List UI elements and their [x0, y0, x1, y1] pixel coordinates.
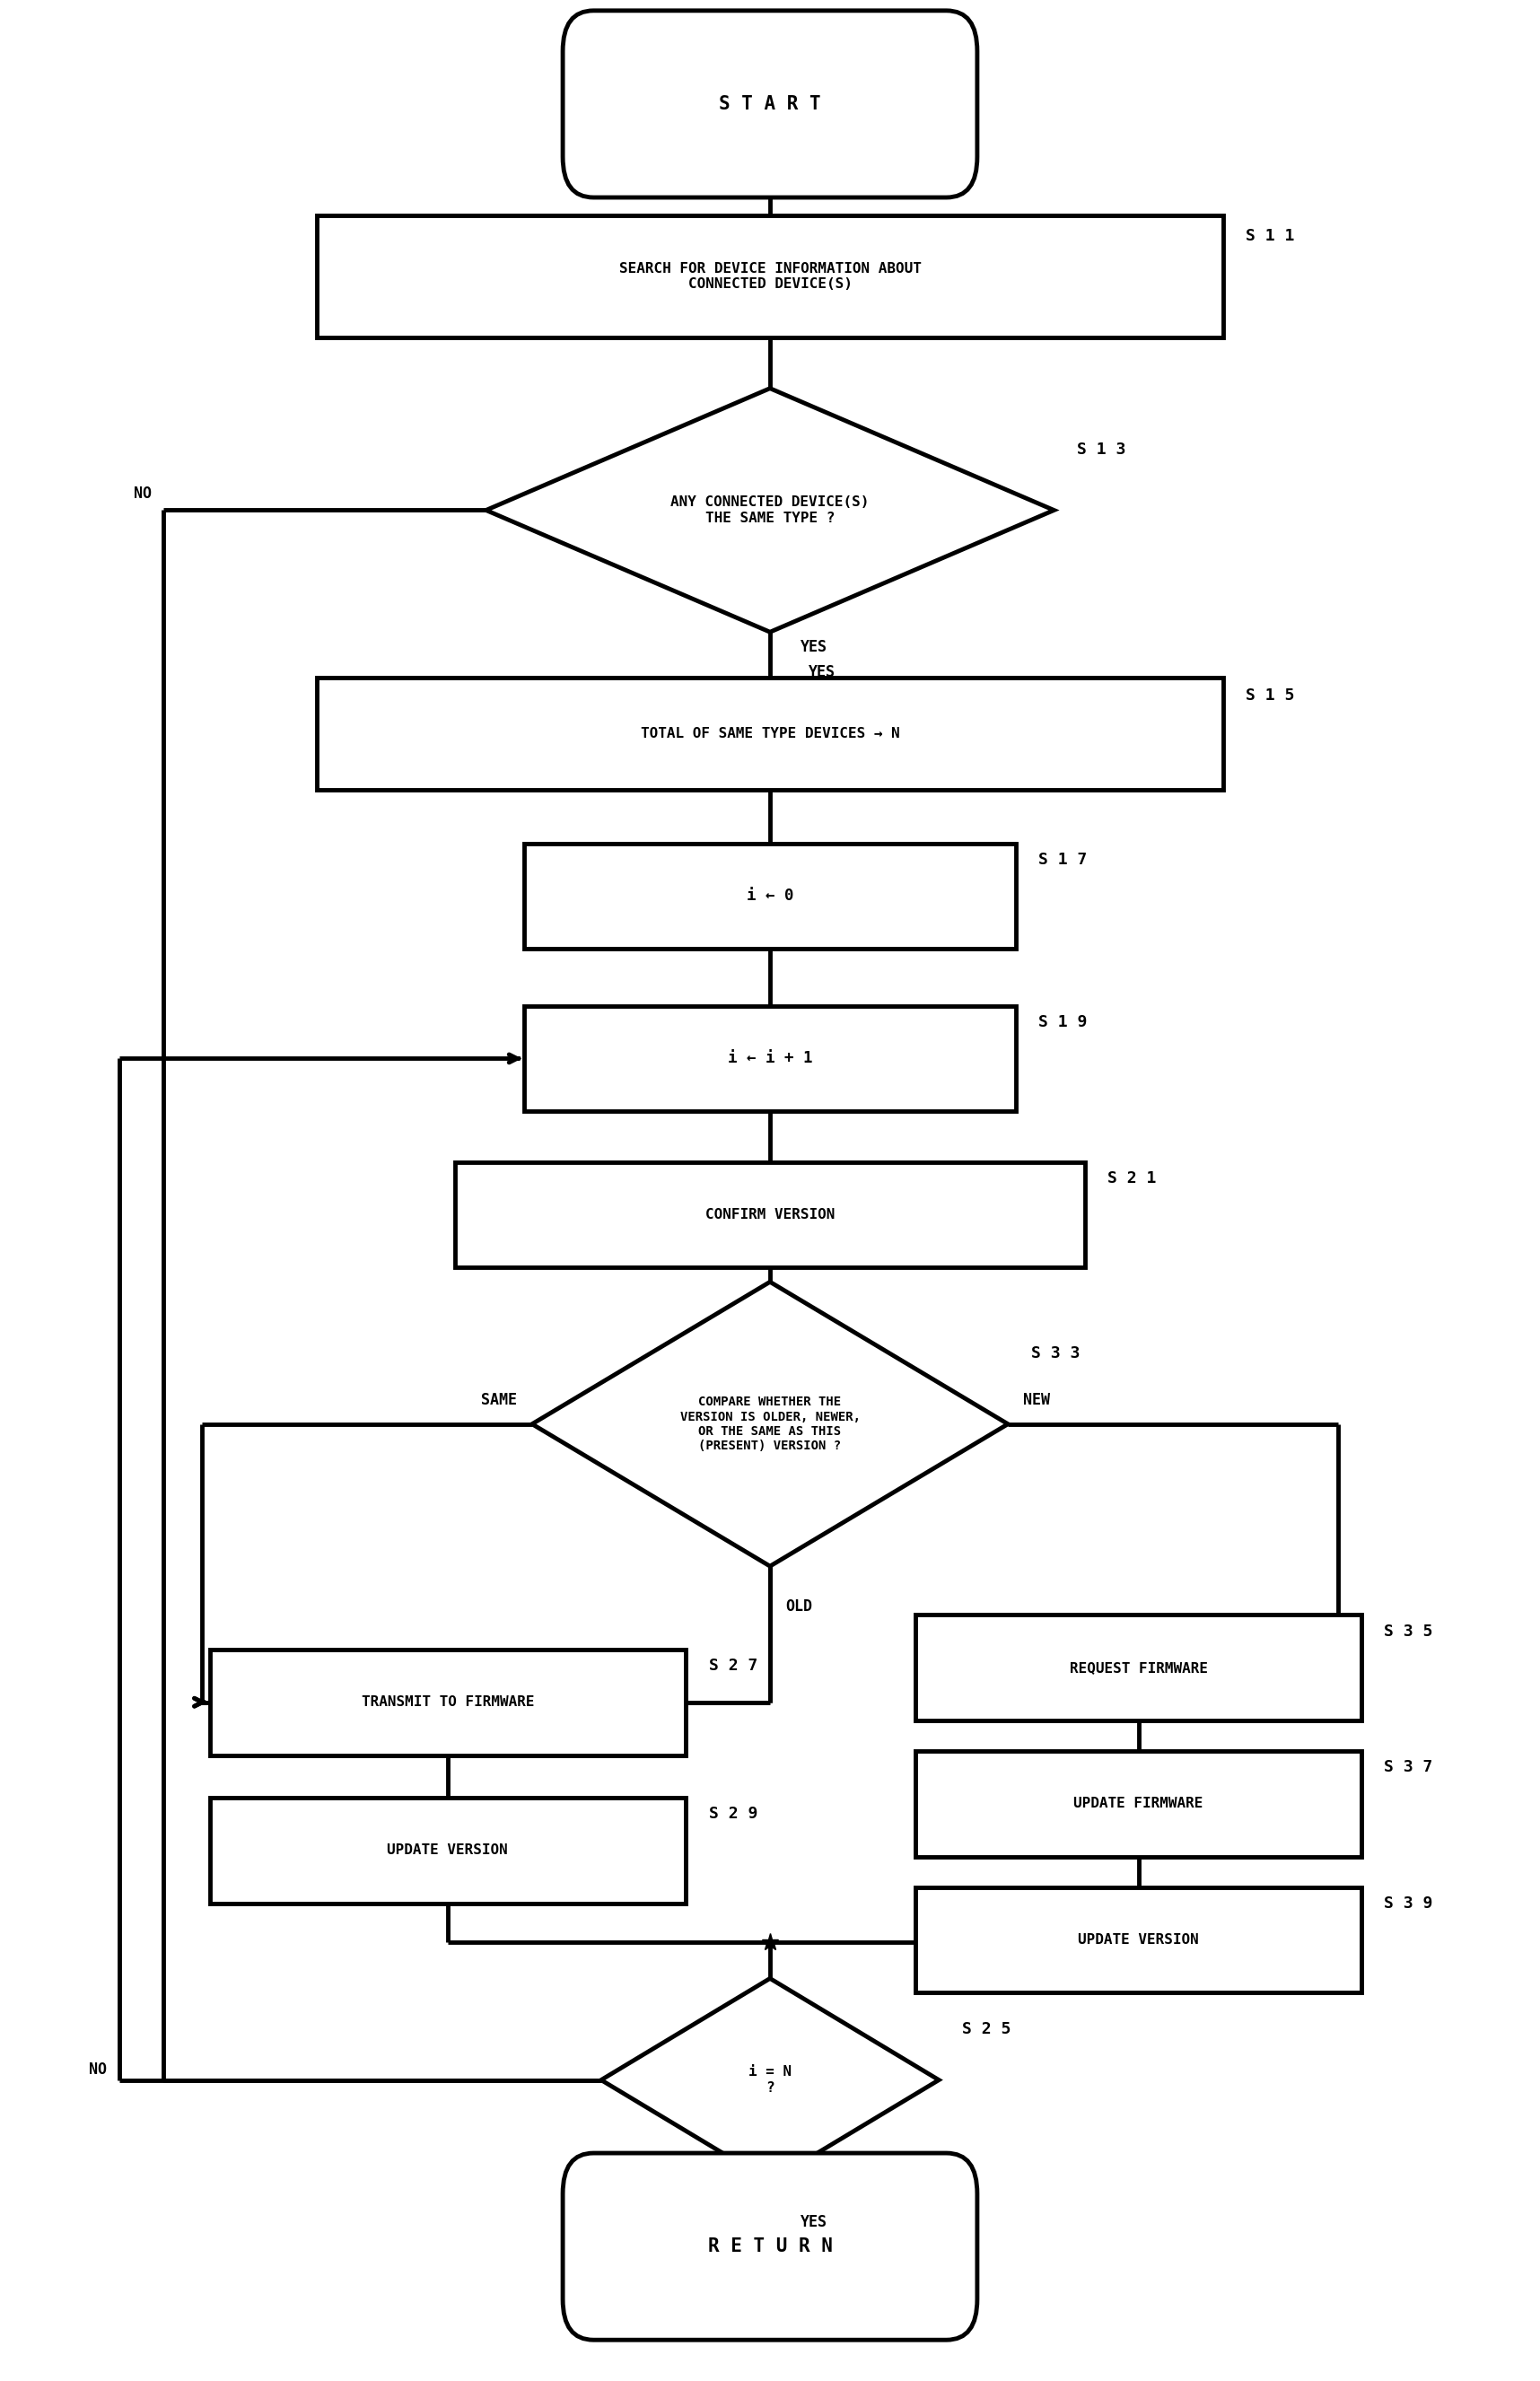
Text: REQUEST FIRMWARE: REQUEST FIRMWARE	[1069, 1662, 1207, 1674]
Text: UPDATE VERSION: UPDATE VERSION	[1078, 1933, 1198, 1948]
Text: TRANSMIT TO FIRMWARE: TRANSMIT TO FIRMWARE	[362, 1695, 534, 1710]
Text: NEW: NEW	[1023, 1391, 1050, 1407]
Text: UPDATE FIRMWARE: UPDATE FIRMWARE	[1073, 1798, 1203, 1810]
Text: COMPARE WHETHER THE
VERSION IS OLDER, NEWER,
OR THE SAME AS THIS
(PRESENT) VERSI: COMPARE WHETHER THE VERSION IS OLDER, NE…	[679, 1395, 861, 1452]
Bar	[209, 1798, 685, 1902]
Bar	[525, 843, 1015, 950]
Bar	[209, 1650, 685, 1755]
Text: i ← i + 1: i ← i + 1	[727, 1050, 813, 1067]
Text: SEARCH FOR DEVICE INFORMATION ABOUT
CONNECTED DEVICE(S): SEARCH FOR DEVICE INFORMATION ABOUT CONN…	[619, 262, 921, 290]
Polygon shape	[487, 388, 1053, 631]
Text: i ← 0: i ← 0	[747, 888, 793, 905]
Text: YES: YES	[809, 664, 835, 681]
Text: S 1 1: S 1 1	[1246, 229, 1295, 245]
Bar	[456, 1162, 1084, 1267]
Text: S T A R T: S T A R T	[719, 95, 821, 112]
FancyBboxPatch shape	[562, 2152, 978, 2341]
Text: UPDATE VERSION: UPDATE VERSION	[387, 1843, 508, 1857]
FancyBboxPatch shape	[562, 10, 978, 198]
Text: TOTAL OF SAME TYPE DEVICES → N: TOTAL OF SAME TYPE DEVICES → N	[641, 726, 899, 740]
Text: ANY CONNECTED DEVICE(S)
THE SAME TYPE ?: ANY CONNECTED DEVICE(S) THE SAME TYPE ?	[670, 495, 870, 524]
Text: YES: YES	[801, 638, 827, 655]
Text: S 3 5: S 3 5	[1384, 1624, 1432, 1638]
Polygon shape	[601, 1979, 939, 2181]
Polygon shape	[533, 1281, 1007, 1567]
Text: S 2 7: S 2 7	[708, 1657, 758, 1674]
Text: S 3 3: S 3 3	[1030, 1345, 1080, 1362]
Text: R E T U R N: R E T U R N	[708, 2238, 832, 2255]
Text: NO: NO	[89, 2062, 106, 2079]
Text: S 2 9: S 2 9	[708, 1805, 758, 1821]
Bar	[916, 1750, 1361, 1857]
Bar	[916, 1614, 1361, 1721]
Text: i = N
?: i = N ?	[748, 2064, 792, 2095]
Bar	[525, 1005, 1015, 1112]
Text: S 1 3: S 1 3	[1076, 440, 1126, 457]
Text: S 2 1: S 2 1	[1107, 1169, 1157, 1186]
Bar	[317, 217, 1223, 338]
Text: OLD: OLD	[785, 1598, 812, 1614]
Text: NO: NO	[134, 486, 151, 502]
Text: S 3 9: S 3 9	[1384, 1895, 1432, 1912]
Bar	[317, 679, 1223, 790]
Text: S 2 5: S 2 5	[962, 2021, 1010, 2038]
Text: S 3 7: S 3 7	[1384, 1760, 1432, 1776]
Text: SAME: SAME	[480, 1391, 517, 1407]
Text: S 1 5: S 1 5	[1246, 688, 1295, 702]
Text: S 1 9: S 1 9	[1038, 1014, 1087, 1031]
Text: YES: YES	[801, 2214, 827, 2231]
Bar	[916, 1888, 1361, 1993]
Text: S 1 7: S 1 7	[1038, 852, 1087, 867]
Text: CONFIRM VERSION: CONFIRM VERSION	[705, 1207, 835, 1221]
